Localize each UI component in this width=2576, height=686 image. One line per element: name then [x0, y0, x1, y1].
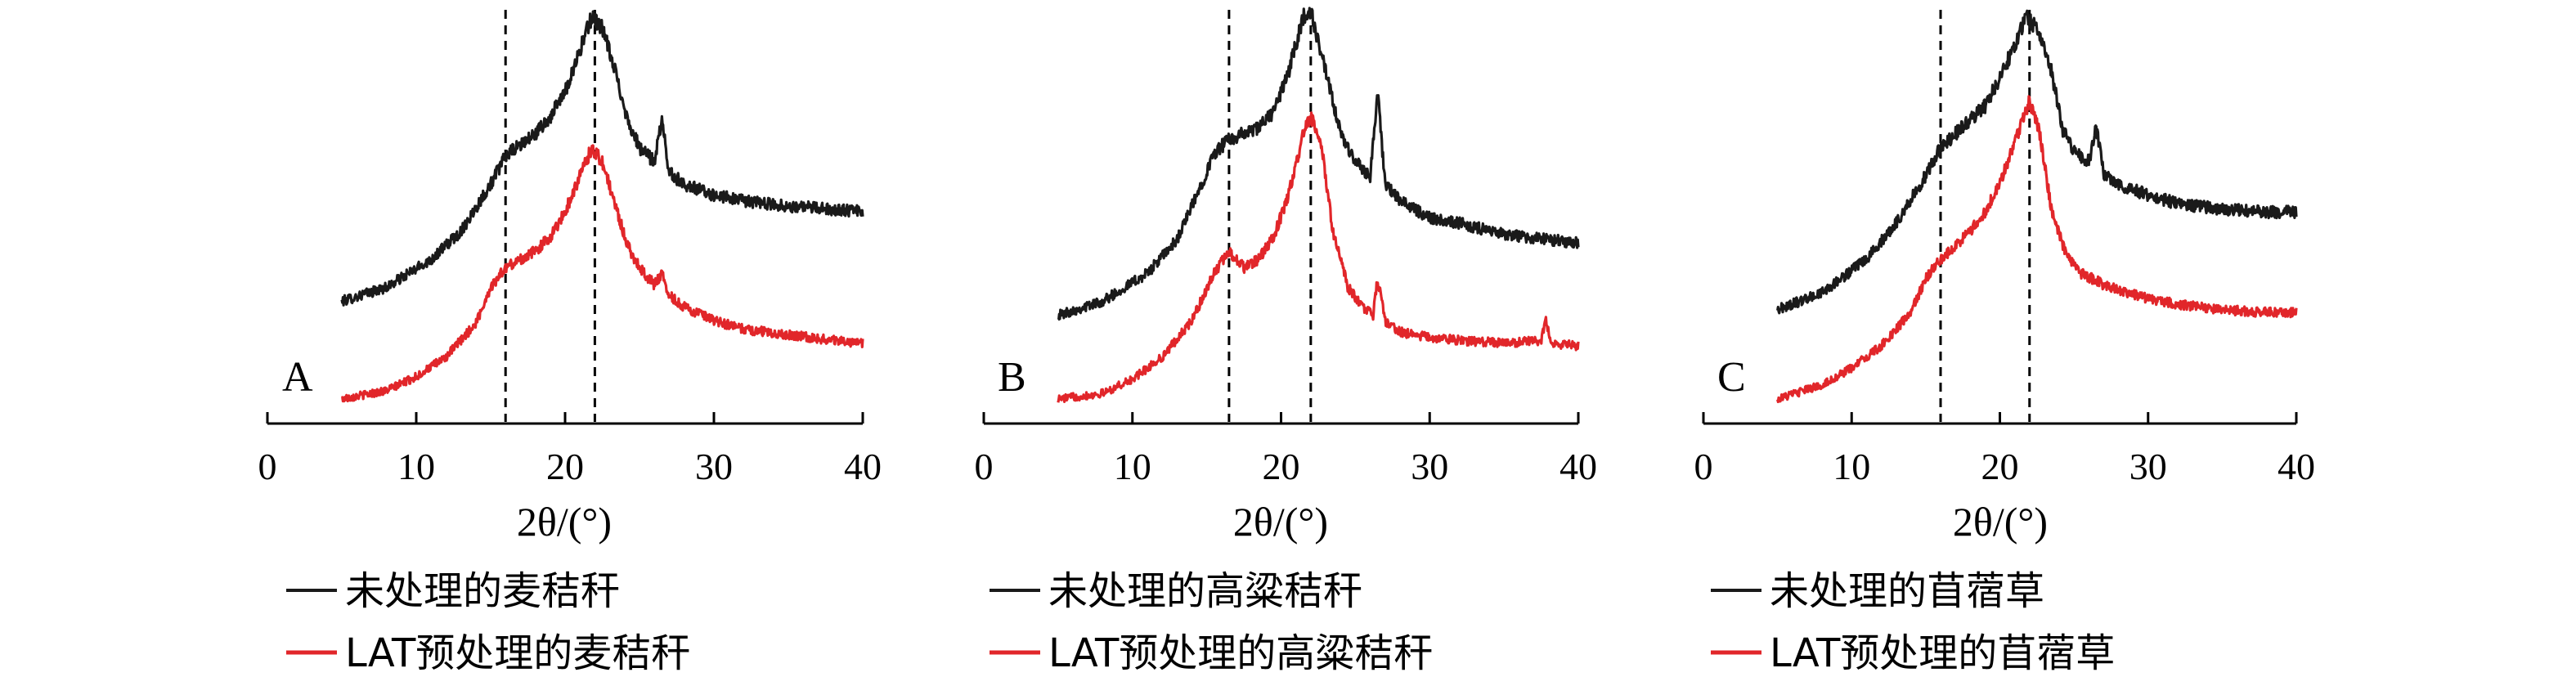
panel-a-x-tick-label: 0: [258, 446, 277, 487]
panel-b-legend-treated-label: LAT预处理的高粱秸秆: [1048, 630, 1433, 676]
panel-c-plot-area: 0 10 20 30 40: [1694, 9, 2315, 487]
panel-b-legend: 未处理的高粱秸秆 LAT预处理的高粱秸秆: [990, 568, 1433, 676]
panel-c-x-tick-label: 30: [2129, 446, 2167, 487]
panel-c-legend: 未处理的苜蓿草 LAT预处理的苜蓿草: [1711, 568, 2115, 676]
panel-a-legend: 未处理的麦秸秆 LAT预处理的麦秸秆: [286, 568, 690, 676]
panel-a-series-treated-line: [340, 144, 864, 403]
panel-b: 0 10 20 30 40 B 2θ/(°) 未处理的高粱秸秆 LAT预处理的高粱秸秆: [975, 7, 1597, 676]
panel-a-x-axis-label: 2θ/(°): [517, 499, 612, 545]
panel-a-x-tick-label: 20: [546, 446, 584, 487]
panel-b-x-tick-label: 40: [1560, 446, 1597, 487]
panel-b-x-tick-label: 20: [1263, 446, 1300, 487]
panel-a-x-tick-label: 10: [397, 446, 435, 487]
panel-c-legend-treated-label: LAT预处理的苜蓿草: [1770, 630, 2115, 676]
panel-a-legend-untreated-label: 未处理的麦秸秆: [345, 568, 620, 614]
panel-c-x-axis-label: 2θ/(°): [1953, 499, 2048, 545]
panel-a-x-tick-label: 30: [695, 446, 733, 487]
panel-b-x-tick-label: 30: [1411, 446, 1448, 487]
panel-c-series-treated-line: [1776, 95, 2298, 404]
panel-c-legend-untreated-label: 未处理的苜蓿草: [1770, 568, 2044, 614]
panel-b-series-treated-line: [1057, 111, 1580, 403]
panel-a-x-tick-label: 40: [844, 446, 882, 487]
panel-c-x-tick-label: 40: [2278, 446, 2315, 487]
panel-b-series-untreated-line: [1057, 7, 1580, 321]
panel-c-x-tick-label: 20: [1981, 446, 2019, 487]
panel-b-x-tick-label: 10: [1114, 446, 1151, 487]
panel-a-series-untreated-line: [340, 10, 864, 307]
panel-a: 0 10 20 30 40 A 2θ/(°) 未处理的麦秸秆 LAT预处理的麦秸秆: [258, 10, 882, 676]
panel-c: 0 10 20 30 40 C 2θ/(°) 未处理的苜蓿草 LAT预处理的苜蓿草: [1694, 9, 2315, 676]
panel-a-label: A: [282, 354, 313, 401]
panel-a-legend-treated-label: LAT预处理的麦秸秆: [345, 630, 690, 676]
panel-b-plot-area: 0 10 20 30 40: [975, 7, 1597, 487]
panel-c-x-tick-label: 10: [1833, 446, 1870, 487]
panel-b-label: B: [998, 354, 1026, 401]
panel-b-x-axis-label: 2θ/(°): [1233, 499, 1328, 545]
panel-a-plot-area: 0 10 20 30 40: [258, 10, 882, 487]
panel-b-legend-untreated-label: 未处理的高粱秸秆: [1048, 568, 1362, 614]
panel-b-x-tick-label: 0: [975, 446, 994, 487]
panel-c-x-tick-label: 0: [1694, 446, 1713, 487]
panel-c-series-untreated-line: [1776, 9, 2298, 315]
panel-c-label: C: [1717, 354, 1746, 401]
